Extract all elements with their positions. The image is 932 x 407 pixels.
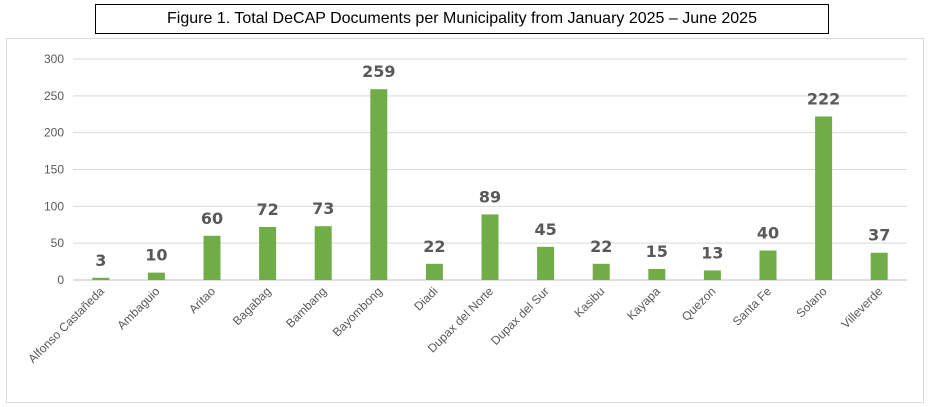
data-label: 3	[95, 251, 106, 270]
data-label: 37	[868, 226, 890, 245]
bar	[314, 226, 332, 280]
data-label: 259	[362, 62, 395, 81]
category-label: Diadi	[411, 284, 440, 313]
bar	[147, 272, 165, 280]
category-label: Ambaguio	[114, 284, 162, 332]
data-label: 22	[423, 237, 445, 256]
bar	[815, 116, 833, 281]
category-label: Quezon	[679, 284, 719, 324]
data-label: 89	[479, 187, 501, 206]
bar	[259, 226, 277, 280]
bar	[92, 277, 110, 280]
y-tick-label: 150	[44, 163, 64, 177]
bar	[648, 268, 666, 280]
y-tick-label: 300	[44, 52, 64, 66]
data-label: 45	[534, 220, 556, 239]
category-label: Villeverde	[838, 284, 885, 331]
category-label: Bagabag	[230, 284, 274, 328]
y-axis-ticks: 0 50 100 150 200 250 300	[44, 52, 64, 287]
data-labels: 3 10 60 72 73 259 22 89 45 22 15 13 40 222 37	[95, 62, 890, 270]
category-labels: Alfonso Castañeda Ambaguio Aritao Bagabag Ba…	[25, 284, 885, 366]
data-label: 73	[312, 199, 334, 218]
bar	[537, 246, 555, 280]
bar	[370, 89, 388, 280]
bar	[703, 270, 721, 280]
bar	[870, 252, 888, 280]
category-label: Kasibu	[571, 284, 607, 320]
category-label: Solano	[793, 284, 830, 321]
y-tick-label: 200	[44, 126, 64, 140]
data-label: 72	[256, 200, 278, 219]
y-tick-label: 0	[57, 273, 64, 287]
data-label: 10	[145, 246, 167, 265]
y-tick-label: 250	[44, 89, 64, 103]
data-label: 40	[757, 224, 779, 243]
chart-title: Figure 1. Total DeCAP Documents per Muni…	[95, 4, 829, 34]
y-tick-label: 100	[44, 199, 64, 213]
data-label: 13	[701, 243, 723, 262]
y-tick-label: 50	[51, 236, 65, 250]
bar	[481, 214, 499, 280]
bar	[425, 263, 443, 280]
bars	[92, 89, 888, 281]
data-label: 15	[646, 242, 668, 261]
bar	[759, 250, 777, 280]
data-label: 222	[807, 89, 840, 108]
data-label: 60	[201, 209, 223, 228]
category-label: Bayombong	[330, 284, 385, 339]
category-label: Santa Fe	[730, 284, 775, 329]
category-label: Aritao	[186, 284, 218, 316]
category-label: Kayapa	[624, 284, 663, 323]
data-label: 22	[590, 237, 612, 256]
category-label: Alfonso Castañeda	[25, 284, 107, 366]
category-label: Bambang	[283, 284, 329, 330]
bar	[203, 235, 221, 280]
category-label: Dupax del Sur	[488, 284, 552, 348]
bar	[592, 263, 610, 280]
chart-frame	[6, 38, 924, 403]
